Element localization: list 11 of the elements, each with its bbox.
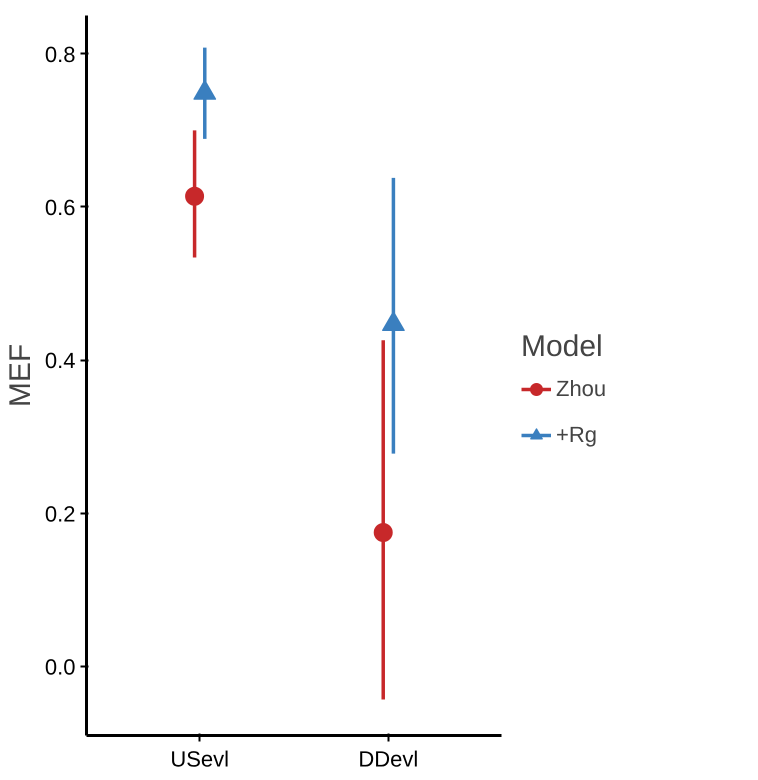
legend-label: +Rg <box>556 422 597 448</box>
legend-title: Model <box>521 330 604 364</box>
x-tick-label: USevl <box>170 746 230 772</box>
y-tick-label: 0.0 <box>44 654 76 680</box>
legend-label: Zhou <box>556 376 606 402</box>
y-tick-label: 0.6 <box>44 194 76 220</box>
y-tick-label: 0.2 <box>44 501 76 526</box>
x-tick-label: DDevl <box>358 746 418 772</box>
y-tick-label: 0.4 <box>44 348 76 374</box>
y-axis-title: MEF <box>4 344 37 408</box>
y-tick-label: 0.8 <box>44 42 76 67</box>
